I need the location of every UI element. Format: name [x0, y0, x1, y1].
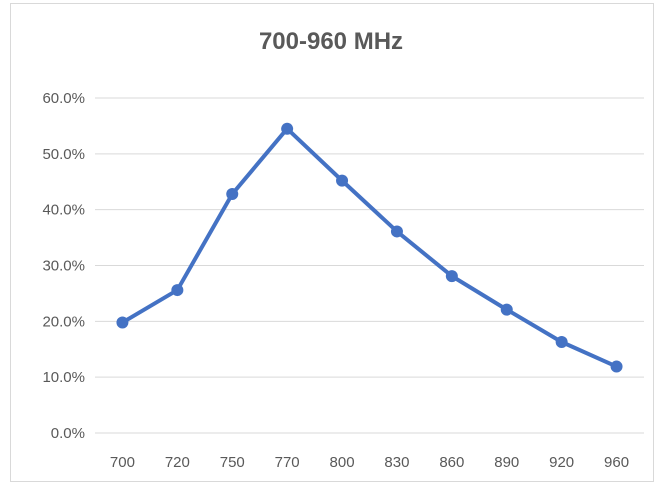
- data-point-920: [556, 336, 568, 348]
- y-tick-label: 10.0%: [42, 369, 85, 386]
- series-group: [116, 123, 622, 373]
- x-tick-label: 830: [384, 454, 409, 471]
- data-point-750: [226, 188, 238, 200]
- x-tick-label: 770: [275, 454, 300, 471]
- data-point-770: [281, 123, 293, 135]
- data-point-830: [391, 225, 403, 237]
- data-point-720: [171, 284, 183, 296]
- x-tick-label: 800: [330, 454, 355, 471]
- y-axis-tick-labels: 0.0% 10.0% 20.0% 30.0% 40.0% 50.0% 60.0%: [42, 90, 85, 442]
- x-tick-label: 750: [220, 454, 245, 471]
- x-tick-label: 720: [165, 454, 190, 471]
- y-tick-label: 30.0%: [42, 258, 85, 275]
- y-tick-label: 40.0%: [42, 202, 85, 219]
- x-tick-label: 890: [494, 454, 519, 471]
- y-tick-label: 50.0%: [42, 146, 85, 163]
- data-point-890: [501, 304, 513, 316]
- x-axis-tick-labels: 700 720 750 770 800 830 860 890 920 960: [110, 454, 629, 471]
- y-tick-label: 60.0%: [42, 90, 85, 107]
- y-tick-label: 20.0%: [42, 313, 85, 330]
- x-tick-label: 920: [549, 454, 574, 471]
- data-point-960: [611, 361, 623, 373]
- gridlines: [95, 98, 644, 433]
- y-tick-label: 0.0%: [51, 425, 85, 442]
- x-tick-label: 860: [439, 454, 464, 471]
- x-tick-label: 960: [604, 454, 629, 471]
- data-point-700: [116, 316, 128, 328]
- series-line: [122, 129, 616, 367]
- data-point-800: [336, 175, 348, 187]
- data-point-860: [446, 270, 458, 282]
- x-tick-label: 700: [110, 454, 135, 471]
